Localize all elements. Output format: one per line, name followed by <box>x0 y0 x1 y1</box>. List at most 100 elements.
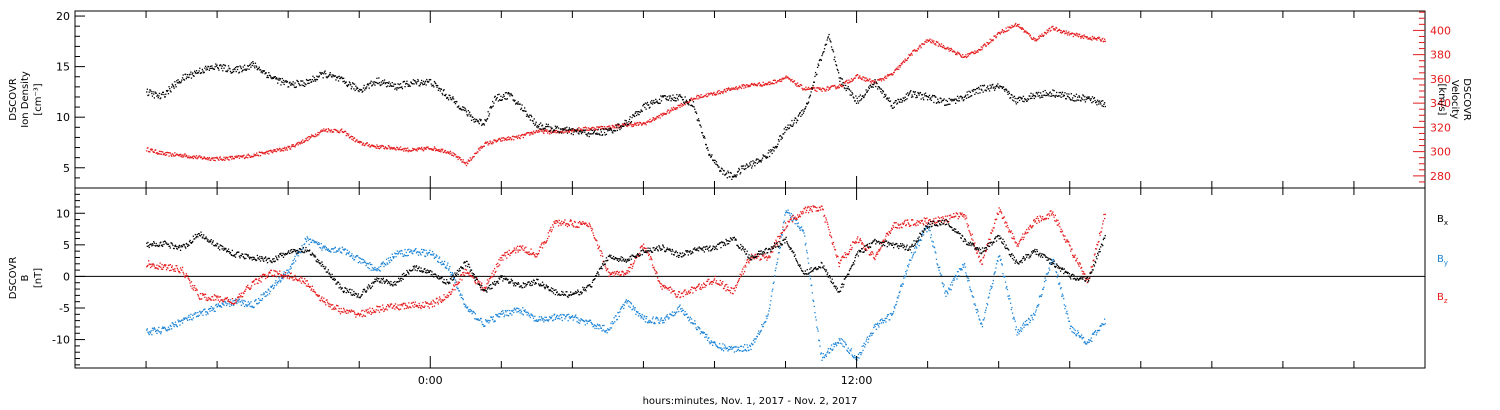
data-point <box>950 98 952 100</box>
data-point <box>961 98 963 100</box>
data-point <box>838 77 840 79</box>
data-point <box>858 95 860 98</box>
data-point <box>662 112 664 115</box>
data-point <box>319 246 321 249</box>
data-point <box>463 303 465 305</box>
data-point <box>441 150 443 152</box>
data-point <box>382 80 384 82</box>
data-point <box>197 315 200 317</box>
data-point <box>806 102 808 104</box>
data-point <box>219 65 221 67</box>
data-point <box>864 93 867 95</box>
data-point <box>266 150 268 152</box>
data-point <box>203 157 205 159</box>
data-point <box>964 266 966 268</box>
data-point <box>385 82 387 84</box>
data-point <box>967 96 970 99</box>
data-point <box>308 243 310 246</box>
data-point <box>162 153 164 156</box>
data-point <box>352 255 354 257</box>
data-point <box>568 129 570 131</box>
data-point <box>430 254 432 256</box>
data-point <box>417 80 420 82</box>
data-point <box>356 86 358 89</box>
data-point <box>791 214 794 216</box>
top-ylabel-left-line-2: Ion Density <box>20 71 31 128</box>
data-point <box>538 129 540 132</box>
data-point <box>594 327 596 329</box>
data-point <box>836 68 838 70</box>
data-point <box>773 83 775 85</box>
data-point <box>499 99 501 101</box>
data-point <box>792 219 794 221</box>
data-point <box>1058 28 1060 31</box>
series-by <box>146 209 1106 361</box>
data-point <box>882 89 884 92</box>
data-point <box>344 248 347 250</box>
data-point <box>295 277 297 279</box>
data-point <box>602 329 604 331</box>
data-point <box>706 95 709 97</box>
data-point <box>532 122 535 125</box>
data-point <box>337 305 339 307</box>
data-point <box>412 83 414 85</box>
data-point <box>438 148 440 151</box>
data-point <box>1004 90 1006 92</box>
data-point <box>619 125 622 127</box>
data-point <box>670 110 672 112</box>
data-point <box>483 124 485 126</box>
data-point <box>856 97 858 99</box>
data-point <box>415 83 418 85</box>
data-point <box>703 135 705 138</box>
data-point <box>625 124 627 126</box>
data-point <box>332 304 334 306</box>
data-point <box>252 62 255 65</box>
data-point <box>318 242 320 244</box>
data-point <box>851 91 853 94</box>
data-point <box>313 77 315 79</box>
data-point <box>332 131 335 133</box>
data-point <box>884 93 886 96</box>
data-point <box>645 124 647 126</box>
data-point <box>444 150 446 152</box>
data-point <box>951 100 953 102</box>
data-point <box>902 283 904 285</box>
data-point <box>1058 283 1060 285</box>
data-point <box>652 316 654 318</box>
data-point <box>1005 27 1007 29</box>
data-point <box>631 125 633 128</box>
data-point <box>630 302 632 304</box>
data-point <box>937 267 939 269</box>
data-point <box>302 85 304 87</box>
data-point <box>1020 98 1023 100</box>
data-point <box>960 56 962 58</box>
data-point <box>250 66 252 68</box>
data-point <box>710 340 712 342</box>
data-point <box>586 129 588 131</box>
data-point <box>695 98 697 100</box>
data-point <box>792 124 794 126</box>
data-point <box>754 165 756 167</box>
data-point <box>183 317 185 319</box>
data-point <box>724 88 726 90</box>
data-point <box>1102 105 1104 108</box>
data-point <box>677 99 679 101</box>
data-point <box>495 98 498 100</box>
data-point <box>325 249 327 251</box>
data-point <box>723 170 725 172</box>
data-point <box>308 285 310 287</box>
data-point <box>835 64 837 66</box>
data-point <box>752 84 755 86</box>
data-point <box>174 270 177 272</box>
data-point <box>294 274 296 277</box>
data-point <box>881 318 883 320</box>
data-point <box>887 75 890 77</box>
data-point <box>1031 317 1033 319</box>
data-point <box>253 153 255 155</box>
data-point <box>386 82 388 84</box>
tick-label: -5 <box>59 302 70 315</box>
data-point <box>172 153 174 155</box>
data-point <box>430 148 432 150</box>
data-point <box>1040 295 1042 297</box>
data-point <box>868 338 870 340</box>
